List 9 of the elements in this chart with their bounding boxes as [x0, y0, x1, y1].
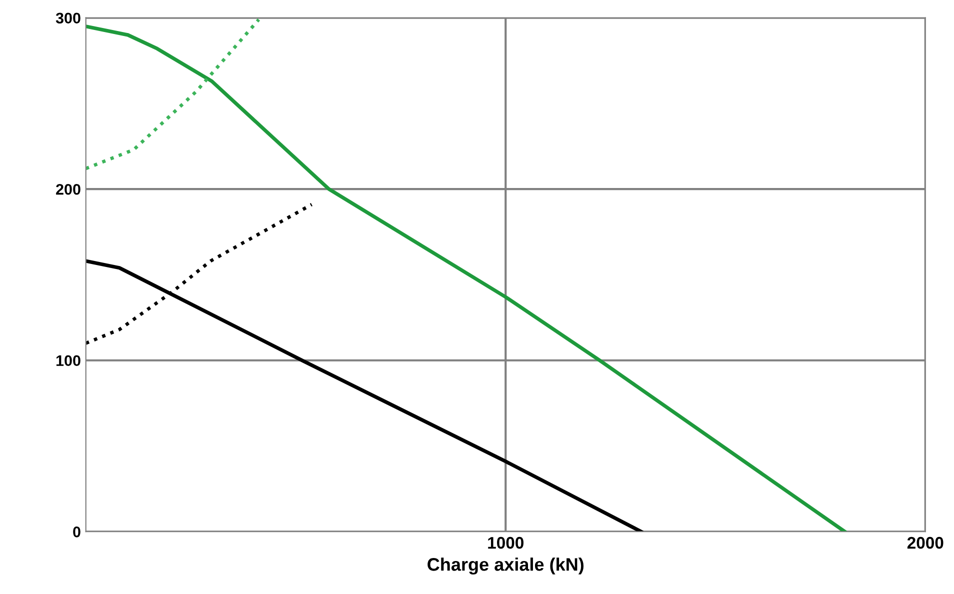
- x-axis-title: Charge axiale (kN): [428, 558, 584, 574]
- y-tick-label: 100: [56, 355, 80, 366]
- x-tick-label: 2000: [907, 536, 944, 549]
- x-tick-label: 1000: [488, 536, 524, 549]
- y-tick-label: 0: [73, 526, 80, 538]
- y-tick-label: 300: [56, 12, 80, 24]
- y-tick-label: 200: [56, 184, 80, 195]
- line-series: [86, 24, 847, 532]
- line-series: [86, 18, 260, 170]
